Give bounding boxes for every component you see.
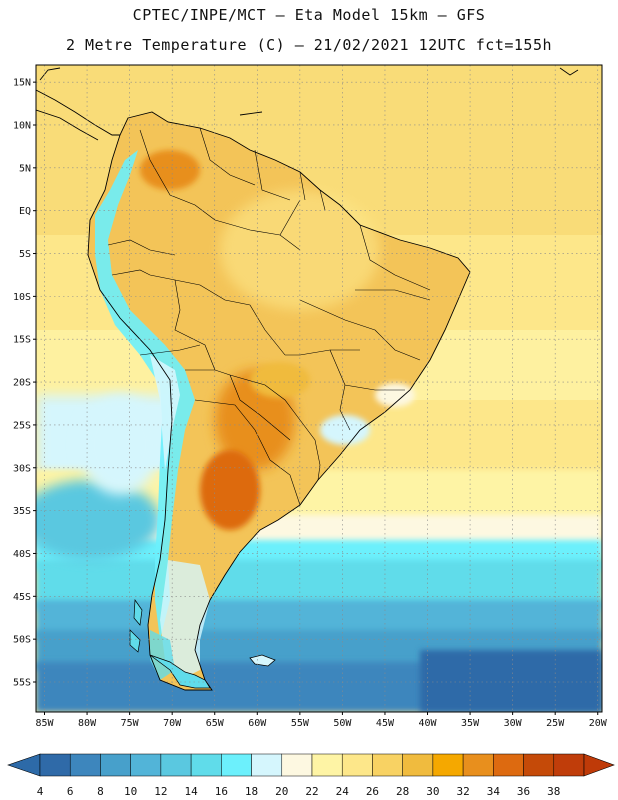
lon-tick-label: 60W: [248, 718, 267, 729]
lat-tick-label: 35S: [13, 506, 31, 517]
longitude-labels: 85W 80W 75W 70W 65W 60W 55W 50W 45W 40W 35W 30W 25W 2…: [35, 712, 608, 729]
colorbar-label: 22: [305, 785, 318, 798]
colorbar-label: 28: [396, 785, 409, 798]
lon-tick-label: 20W: [589, 718, 608, 729]
colorbar-swatch: [523, 753, 555, 777]
colorbar-over-arrow: [583, 753, 615, 777]
lat-tick-label: 15N: [13, 78, 31, 89]
colorbar-swatch: [221, 753, 252, 777]
colorbar-swatch: [69, 753, 101, 777]
lon-tick-label: 75W: [121, 718, 140, 729]
lon-tick-label: 30W: [504, 718, 523, 729]
colorbar-swatch: [341, 753, 373, 777]
latitude-labels: 15N 10N 5N EQ 5S 10S 15S 20S 25S 30S 35S 40S 45S 50S 5…: [13, 78, 36, 689]
lat-tick-label: 40S: [13, 549, 31, 560]
lon-tick-label: 50W: [333, 718, 352, 729]
lat-tick-label: 45S: [13, 592, 31, 603]
colorbar-label: 14: [184, 785, 198, 798]
lon-tick-label: 55W: [291, 718, 310, 729]
colorbar-label: 36: [517, 785, 530, 798]
colorbar-label: 12: [154, 785, 167, 798]
lat-tick-label: 15S: [13, 335, 31, 346]
colorbar-swatch: [493, 753, 524, 777]
map-title-line-1: CPTEC/INPE/MCT – Eta Model 15km – GFS: [132, 6, 486, 24]
lon-tick-label: 25W: [546, 718, 565, 729]
lon-tick-label: 65W: [206, 718, 225, 729]
colorbar-label: 38: [547, 785, 560, 798]
colorbar-swatch: [372, 753, 403, 777]
lat-tick-label: EQ: [19, 206, 31, 217]
lat-tick-label: 55S: [13, 678, 31, 689]
colorbar-label: 8: [97, 785, 104, 798]
colorbar-swatch: [160, 753, 192, 777]
lon-tick-label: 40W: [418, 718, 437, 729]
lat-tick-label: 5S: [19, 249, 31, 260]
colorbar-label: 4: [37, 785, 44, 798]
lon-tick-label: 45W: [376, 718, 395, 729]
lat-tick-label: 10N: [13, 120, 31, 131]
colorbar-swatch: [281, 753, 313, 777]
map-frame: [35, 64, 603, 713]
colorbar-under-arrow: [7, 753, 41, 777]
colorbar-label: 20: [275, 785, 288, 798]
lat-tick-label: 20S: [13, 378, 31, 389]
colorbar-label: 24: [336, 785, 350, 798]
colorbar-swatch: [100, 753, 131, 777]
colorbar-swatch: [311, 753, 343, 777]
colorbar-swatch: [190, 753, 222, 777]
colorbar-label: 16: [215, 785, 228, 798]
lon-tick-label: 70W: [163, 718, 182, 729]
lon-tick-label: 80W: [78, 718, 97, 729]
lat-tick-label: 25S: [13, 420, 31, 431]
map-title-line-2: 2 Metre Temperature (C) – 21/02/2021 12U…: [65, 36, 553, 54]
colorbar-label: 18: [245, 785, 258, 798]
colorbar-swatch: [553, 753, 585, 777]
colorbar-swatch: [39, 753, 71, 777]
lat-tick-label: 50S: [13, 635, 31, 646]
coastlines: [36, 67, 579, 691]
lat-tick-label: 5N: [19, 163, 31, 174]
andes-cool-band: [95, 150, 195, 640]
temperature-field: [36, 65, 602, 712]
colorbar-swatch: [130, 753, 162, 777]
colorbar-label: 26: [366, 785, 379, 798]
lat-tick-label: 10S: [13, 292, 31, 303]
colorbar-swatch: [402, 753, 434, 777]
colorbar-label: 32: [456, 785, 469, 798]
lat-tick-label: 30S: [13, 463, 31, 474]
lon-tick-label: 85W: [35, 718, 54, 729]
colorbar-swatch: [251, 753, 283, 777]
colorbar-label: 30: [426, 785, 439, 798]
colorbar-label: 34: [487, 785, 501, 798]
lon-tick-label: 35W: [461, 718, 480, 729]
colorbar-swatch: [462, 753, 494, 777]
colorbar-label: 10: [124, 785, 137, 798]
country-borders: [107, 127, 431, 506]
colorbar-label: 6: [67, 785, 74, 798]
colorbar-swatch: [432, 753, 464, 777]
colorbar: 4 6 8 10 12 14 16 18 20 22 24 26 28 30 32 34 36 38: [7, 753, 615, 798]
